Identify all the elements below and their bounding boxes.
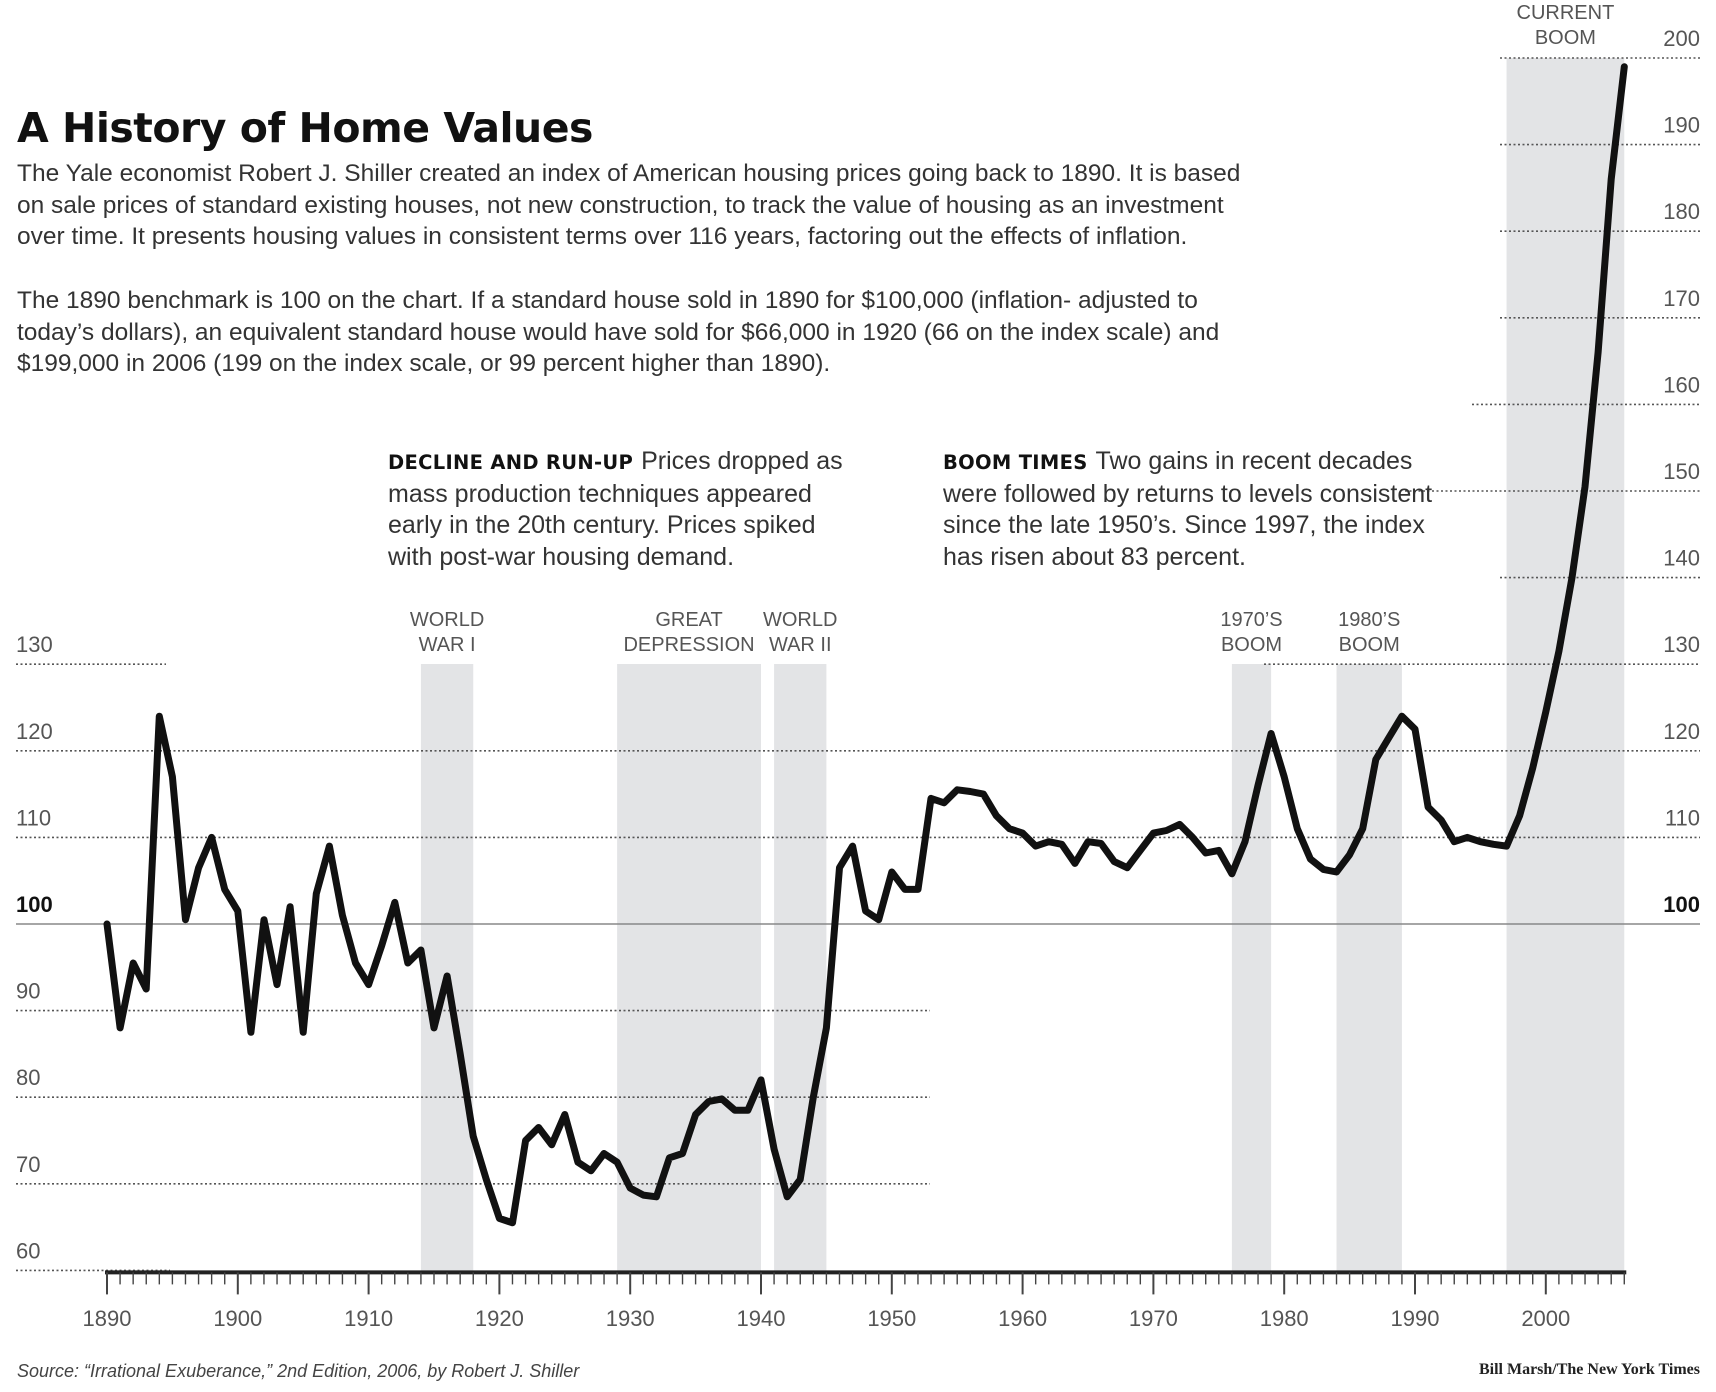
x-tick-label: 2000 bbox=[1521, 1306, 1570, 1331]
x-tick-label: 1950 bbox=[867, 1306, 916, 1331]
text-line: The Yale economist Robert J. Shiller cre… bbox=[17, 160, 1241, 187]
y-tick-label-left: 80 bbox=[16, 1065, 40, 1090]
x-tick-label: 1970 bbox=[1129, 1306, 1178, 1331]
home-value-index-line bbox=[103, 63, 1628, 1227]
text-line: on sale prices of standard existing hous… bbox=[17, 191, 1224, 219]
y-tick-label-right: 190 bbox=[1663, 113, 1700, 138]
text-line: Prices dropped as bbox=[641, 447, 843, 475]
y-tick-label-left: 100 bbox=[16, 892, 53, 917]
text-line: $199,000 in 2006 (199 on the index scale… bbox=[17, 350, 831, 378]
x-tick-label: 1910 bbox=[344, 1306, 393, 1331]
text-line: since the late 1950’s. Since 1997, the i… bbox=[943, 511, 1425, 540]
x-tick-label: 1960 bbox=[998, 1306, 1047, 1331]
intro-paragraph-2: The 1890 benchmark is 100 on the chart. … bbox=[17, 285, 1219, 380]
annotation-boom-times: BOOM TIMES Two gains in recent decades we… bbox=[943, 446, 1432, 574]
x-tick-label: 1990 bbox=[1391, 1306, 1440, 1331]
period-label: CURRENT bbox=[1517, 2, 1615, 24]
x-tick-label: 1940 bbox=[737, 1306, 786, 1331]
text-line: mass production techniques appeared bbox=[388, 479, 812, 508]
y-tick-label-right: 180 bbox=[1663, 199, 1700, 224]
y-tick-label-right: 130 bbox=[1663, 632, 1700, 657]
y-tick-label-right: 200 bbox=[1663, 26, 1700, 51]
period-label: BOOM bbox=[1221, 634, 1282, 656]
source-note: Source: “Irrational Exuberance,” 2nd Edi… bbox=[17, 1361, 580, 1381]
intro-paragraph-1: The Yale economist Robert J. Shiller cre… bbox=[17, 158, 1240, 253]
x-tick-label: 1890 bbox=[83, 1306, 132, 1331]
text-line: Two gains in recent decades bbox=[1095, 447, 1413, 475]
period-label: WORLD bbox=[763, 609, 837, 631]
text-line: over time. It presents housing values in… bbox=[17, 223, 1188, 251]
annotation-heading: BOOM TIMES bbox=[943, 451, 1088, 474]
text-line: early in the 20th century. Prices spiked bbox=[388, 511, 816, 540]
x-tick-label: 1980 bbox=[1260, 1306, 1309, 1331]
x-tick-label: 1930 bbox=[606, 1306, 655, 1331]
y-tick-label-right: 160 bbox=[1663, 372, 1700, 397]
y-tick-label-right: 100 bbox=[1663, 892, 1700, 917]
period-label: DEPRESSION bbox=[623, 634, 754, 656]
y-tick-label-left: 60 bbox=[16, 1238, 40, 1263]
x-tick-label: 1900 bbox=[213, 1306, 262, 1331]
period-label: WORLD bbox=[410, 609, 484, 631]
y-tick-label-right: 150 bbox=[1663, 459, 1700, 484]
y-tick-label-right: 120 bbox=[1663, 719, 1700, 744]
text-line: today’s dollars), an equivalent standard… bbox=[17, 318, 1220, 346]
y-tick-label-right: 140 bbox=[1663, 546, 1700, 571]
period-label: BOOM bbox=[1535, 27, 1596, 49]
text-line: has risen about 83 percent. bbox=[943, 543, 1246, 572]
annotation-decline-run-up: DECLINE AND RUN-UP Prices dropped as mass… bbox=[388, 446, 843, 574]
y-tick-label-right: 110 bbox=[1665, 805, 1700, 830]
period-label: 1980’S bbox=[1338, 609, 1400, 631]
text-line: The 1890 benchmark is 100 on the chart. … bbox=[17, 287, 1198, 314]
period-shade bbox=[617, 664, 761, 1273]
x-tick-label: 1920 bbox=[475, 1306, 524, 1331]
text-line: were followed by returns to levels consi… bbox=[943, 479, 1433, 508]
y-tick-label-left: 130 bbox=[16, 632, 53, 657]
page-title: A History of Home Values bbox=[17, 104, 593, 152]
period-label: WAR II bbox=[769, 634, 832, 656]
y-tick-label-left: 70 bbox=[16, 1152, 40, 1177]
period-label: BOOM bbox=[1339, 634, 1400, 656]
annotation-heading: DECLINE AND RUN-UP bbox=[388, 451, 634, 474]
y-tick-label-left: 120 bbox=[16, 719, 53, 744]
text-line: with post-war housing demand. bbox=[388, 543, 735, 572]
period-label: 1970’S bbox=[1220, 609, 1282, 631]
period-shade bbox=[420, 664, 474, 1273]
y-tick-label-left: 90 bbox=[16, 979, 40, 1004]
y-tick-label-right: 170 bbox=[1663, 286, 1700, 311]
period-shade bbox=[1336, 664, 1402, 1273]
period-label: GREAT bbox=[655, 609, 722, 631]
y-tick-label-left: 110 bbox=[16, 805, 51, 830]
credit: Bill Marsh/The New York Times bbox=[1478, 1361, 1700, 1378]
period-label: WAR I bbox=[419, 634, 476, 656]
